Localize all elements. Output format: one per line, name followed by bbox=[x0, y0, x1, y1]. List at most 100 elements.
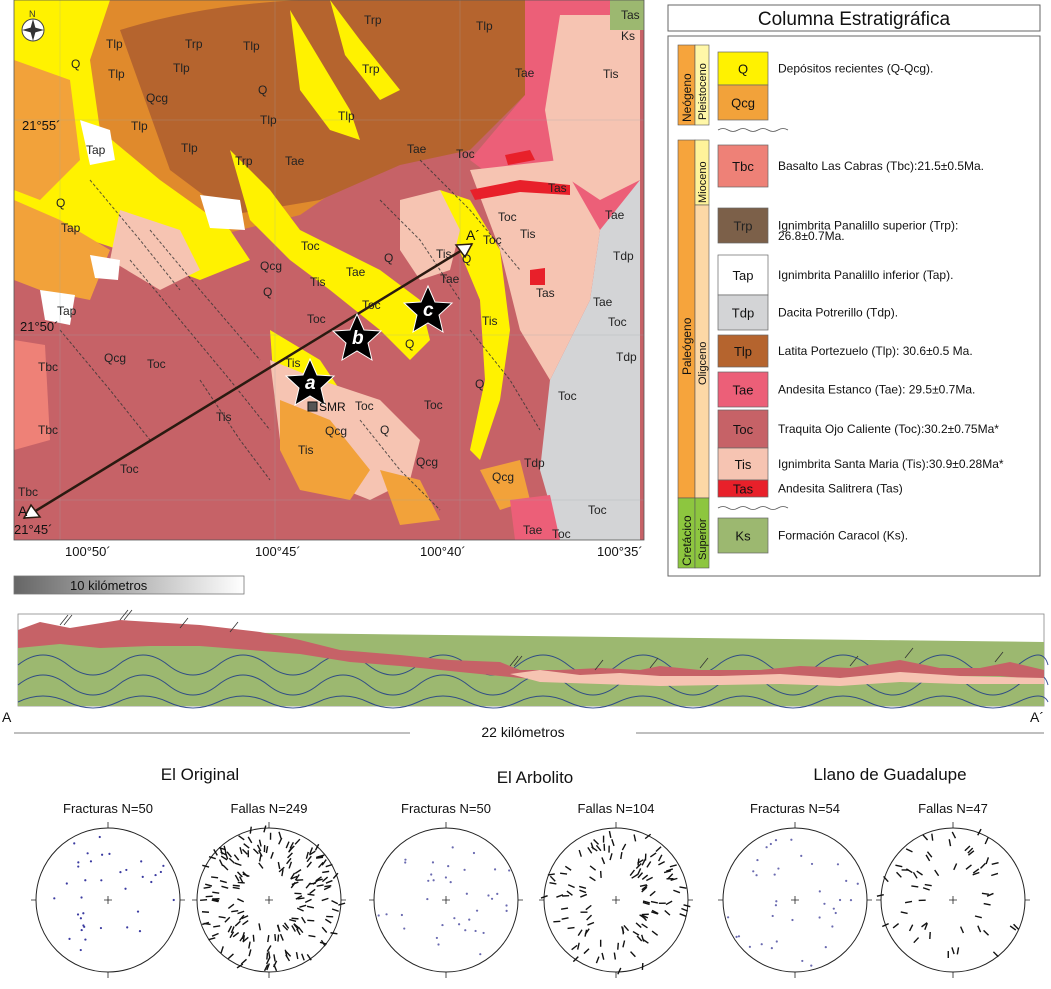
fault-arrow bbox=[669, 864, 677, 868]
fault-arrow bbox=[567, 884, 575, 889]
fault-arrow bbox=[931, 833, 934, 841]
unit-label: Tae bbox=[440, 272, 460, 286]
fault-arrow bbox=[967, 850, 975, 856]
stereonet-cross bbox=[31, 822, 185, 978]
legend-description: Latita Portezuelo (Tlp): 30.6±0.5 Ma. bbox=[778, 344, 973, 358]
legend-description: Ignimbrita Santa Maria (Tis):30.9±0.28Ma… bbox=[778, 457, 1004, 471]
fault-arrow bbox=[658, 861, 665, 866]
fracture-pole bbox=[82, 912, 85, 915]
fault-arrow bbox=[572, 956, 579, 963]
unconformity-2 bbox=[717, 506, 789, 510]
fault-arrow bbox=[665, 900, 673, 906]
fault-arrow bbox=[679, 886, 687, 889]
fault-arrow bbox=[218, 916, 226, 919]
fault-arrow bbox=[664, 909, 671, 916]
fault-arrow bbox=[296, 907, 304, 912]
unconformity-1 bbox=[717, 128, 789, 132]
fault-arrow bbox=[267, 935, 270, 943]
unit-label: Qcg bbox=[260, 259, 282, 273]
unit-label: Tis bbox=[285, 356, 301, 370]
fault-arrow bbox=[203, 886, 211, 889]
fault-arrow bbox=[983, 902, 991, 906]
fracture-pole bbox=[791, 918, 794, 922]
fault-arrow bbox=[649, 852, 657, 858]
fault-arrow bbox=[992, 951, 999, 958]
section-arrow-end bbox=[454, 243, 474, 259]
fault-arrow bbox=[294, 838, 301, 845]
fault-arrow bbox=[315, 878, 323, 882]
section-line bbox=[23, 242, 473, 520]
fault-arrow bbox=[621, 843, 627, 851]
epoch-bar-superior bbox=[694, 497, 710, 569]
fault-arrow bbox=[231, 910, 239, 913]
fault-arrow bbox=[294, 869, 302, 875]
fault-arrow bbox=[567, 926, 575, 930]
fault-arrow bbox=[267, 951, 271, 959]
fault-arrow bbox=[273, 954, 276, 962]
star-c-label: c bbox=[423, 300, 434, 321]
fracture-pole bbox=[468, 918, 471, 921]
fracturas-label-3: Fracturas N=54 bbox=[750, 801, 840, 816]
fault-arrow bbox=[234, 920, 241, 927]
fracture-pole bbox=[775, 940, 778, 943]
unit-label: Ks bbox=[621, 29, 635, 43]
fault-arrow bbox=[974, 915, 982, 919]
fracture-pole bbox=[80, 928, 83, 932]
fracture-pole bbox=[79, 948, 82, 952]
fracture-pole bbox=[810, 964, 813, 967]
fracture-pole bbox=[824, 946, 827, 949]
fracture-pole bbox=[810, 862, 814, 866]
fault-arrow bbox=[315, 856, 324, 859]
fault-arrow bbox=[213, 925, 221, 928]
unit-label: Toc bbox=[558, 389, 577, 403]
fault-arrow bbox=[566, 890, 573, 896]
fault-arrow bbox=[241, 931, 245, 940]
unit-label: Toc bbox=[147, 357, 166, 371]
fault-arrow bbox=[981, 892, 989, 895]
legend-description: Depósitos recientes (Q-Qcg). bbox=[778, 62, 933, 76]
star-b: b bbox=[331, 312, 383, 362]
fault-arrow bbox=[274, 933, 277, 942]
fault-arrow bbox=[227, 903, 235, 910]
unit-label: Tdp bbox=[524, 456, 545, 470]
fracture-pole bbox=[838, 898, 842, 902]
legend-description: Dacita Potrerillo (Tdp). bbox=[778, 306, 898, 320]
fracture-pole bbox=[79, 917, 82, 920]
fault-arrow bbox=[617, 942, 620, 950]
fracture-pole bbox=[832, 907, 835, 910]
unit-label: Tlp bbox=[476, 19, 493, 33]
fault-arrow bbox=[641, 886, 648, 893]
fault-arrow bbox=[611, 838, 615, 847]
legend-swatch bbox=[717, 207, 769, 244]
fault-arrow bbox=[587, 847, 593, 854]
fracture-pole bbox=[465, 892, 468, 895]
lon-label-2: 100°45´ bbox=[255, 544, 301, 559]
fault-arrow bbox=[934, 869, 940, 877]
fracture-pole bbox=[508, 869, 511, 872]
legend-description: Formación Caracol (Ks). bbox=[778, 529, 908, 543]
legend-swatch bbox=[717, 294, 769, 331]
fault-arrow bbox=[924, 922, 928, 931]
unit-label: Tbc bbox=[38, 423, 58, 437]
fault-arrow bbox=[297, 897, 305, 900]
unit-label: Qcg bbox=[492, 470, 514, 484]
fault-arrow bbox=[681, 907, 689, 912]
fracture-pole bbox=[80, 896, 83, 899]
fracture-pole bbox=[53, 897, 56, 900]
fault-arrow bbox=[617, 967, 622, 975]
fault-arrow bbox=[649, 890, 656, 897]
fault-arrow bbox=[589, 865, 597, 871]
fracture-pole bbox=[457, 923, 461, 926]
fracture-pole bbox=[154, 873, 157, 877]
unit-label: Trp bbox=[185, 37, 203, 51]
fault-arrow bbox=[977, 828, 982, 836]
fault-arrow bbox=[222, 864, 229, 871]
fracture-pole bbox=[487, 894, 490, 897]
fracture-pole bbox=[119, 871, 122, 874]
fault-arrow bbox=[325, 863, 333, 868]
fracture-pole bbox=[138, 930, 142, 933]
fracture-pole bbox=[836, 863, 840, 866]
fault-arrow bbox=[236, 871, 243, 878]
fracturas-label-1: Fracturas N=50 bbox=[63, 801, 153, 816]
legend-swatch bbox=[717, 447, 769, 481]
